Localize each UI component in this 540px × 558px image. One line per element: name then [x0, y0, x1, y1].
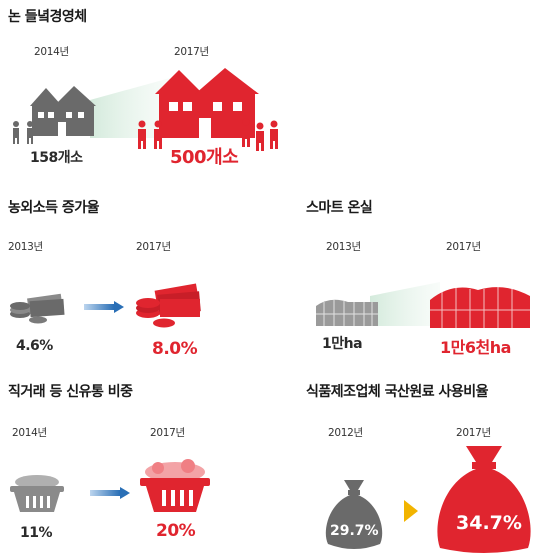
income-year-after: 2017년 — [136, 241, 171, 253]
greenhouse-value-before: 1만ha — [322, 336, 363, 352]
greenhouse-gray-icon — [316, 299, 378, 326]
house-red-icon — [155, 68, 259, 138]
farmers-red-icon — [138, 118, 278, 151]
house-gray-icon — [30, 86, 96, 136]
arrow-right-icon — [84, 301, 124, 313]
food-year-before: 2012년 — [328, 427, 363, 439]
direct-year-before: 2014년 — [12, 427, 47, 439]
coins-red-icon — [136, 283, 201, 328]
direct-title: 직거래 등 신유통 비중 — [8, 384, 133, 400]
income-year-before: 2013년 — [8, 241, 43, 253]
greenhouse-gradient-band — [370, 282, 440, 326]
food-value-after: 34.7% — [456, 512, 522, 534]
direct-year-after: 2017년 — [150, 427, 185, 439]
farm-year-before: 2014년 — [34, 46, 69, 58]
greenhouse-red-icon — [430, 287, 530, 328]
food-title: 식품제조업체 국산원료 사용비율 — [306, 384, 489, 400]
farm-year-after: 2017년 — [174, 46, 209, 58]
farm-value-after: 500개소 — [170, 147, 239, 168]
food-value-before: 29.7% — [330, 523, 379, 539]
coins-gray-icon — [10, 293, 65, 324]
income-title: 농외소득 증가율 — [8, 200, 100, 216]
basket-red-icon — [140, 459, 210, 512]
income-value-after: 8.0% — [152, 339, 198, 359]
greenhouse-year-after: 2017년 — [446, 241, 481, 253]
greenhouse-title: 스마트 온실 — [306, 200, 373, 216]
basket-gray-icon — [10, 475, 64, 512]
farmers-gray-icon — [13, 121, 33, 144]
greenhouse-value-after: 1만6천ha — [440, 338, 511, 357]
arrow-right-icon — [90, 487, 130, 499]
farm-gradient-band — [90, 78, 170, 138]
direct-value-before: 11% — [20, 525, 53, 541]
arrow-right-yellow-icon — [404, 500, 418, 522]
sack-red-icon — [437, 446, 531, 553]
farm-title: 논 들녘경영체 — [8, 9, 87, 25]
food-year-after: 2017년 — [456, 427, 491, 439]
income-value-before: 4.6% — [16, 338, 53, 354]
farm-value-before: 158개소 — [30, 150, 83, 166]
greenhouse-year-before: 2013년 — [326, 241, 361, 253]
direct-value-after: 20% — [156, 521, 196, 541]
sack-gray-icon — [325, 480, 383, 549]
